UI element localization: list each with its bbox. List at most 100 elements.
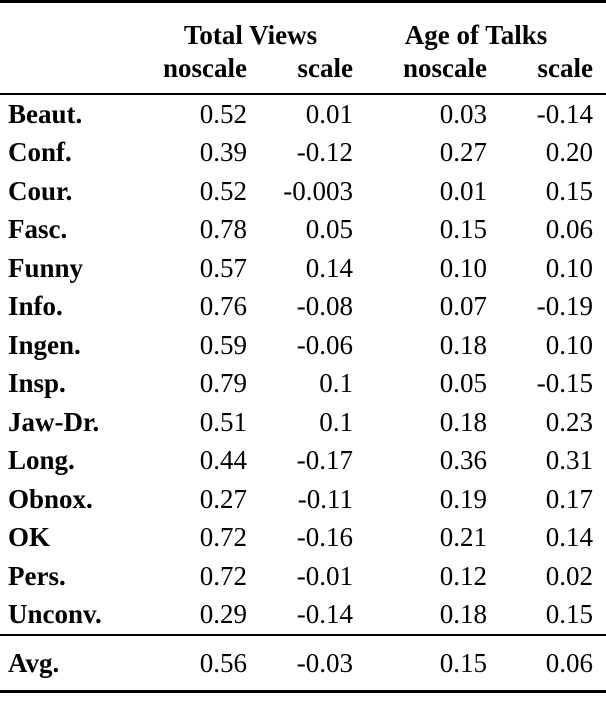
value-total-views-noscale: 0.27	[199, 483, 247, 514]
value-total-views-noscale: 0.52	[199, 175, 247, 206]
value-total-views-noscale: 0.57	[199, 252, 247, 283]
avg-value-age-of-talks-noscale: 0.15	[366, 634, 500, 692]
value-total-views-scale: -0.17	[296, 445, 353, 476]
row-label: Ingen.	[8, 329, 81, 360]
value-total-views-scale: -0.14	[296, 599, 353, 630]
average-row: Avg. 0.56 -0.03 0.15 0.06	[0, 634, 606, 692]
value-total-views-scale: -0.16	[296, 522, 353, 553]
value-age-of-talks-scale: 0.23	[545, 406, 594, 437]
avg-value-total-views-scale: -0.03	[260, 634, 366, 692]
value-total-views-noscale: 0.72	[199, 522, 247, 553]
value-total-views-noscale: 0.76	[199, 291, 247, 322]
row-label: Insp.	[8, 368, 66, 399]
value-age-of-talks-noscale: 0.19	[439, 483, 487, 514]
row-label: OK	[8, 522, 51, 553]
value-total-views-scale: 0.1	[319, 368, 353, 399]
paper-table-figure: Total Views Age of Talks noscale scale n…	[0, 0, 606, 693]
sub-header-row: noscale scale noscale scale	[0, 51, 606, 95]
value-age-of-talks-scale: 0.15	[545, 175, 594, 206]
row-label: Beaut.	[8, 98, 83, 129]
table-body: Beaut. 0.52 0.01 0.03 -0.14 Conf. 0.39 -…	[0, 94, 606, 635]
value-age-of-talks-noscale: 0.18	[439, 329, 487, 360]
column-group-age-of-talks: Age of Talks	[404, 20, 548, 50]
value-total-views-scale: -0.06	[296, 329, 353, 360]
row-label: Jaw-Dr.	[8, 406, 100, 437]
value-age-of-talks-noscale: 0.27	[439, 137, 487, 168]
avg-value-age-of-talks-scale: 0.06	[500, 634, 606, 692]
value-age-of-talks-scale: 0.20	[545, 137, 594, 168]
value-total-views-noscale: 0.59	[199, 329, 247, 360]
value-age-of-talks-scale: -0.14	[536, 98, 594, 129]
value-total-views-noscale: 0.78	[199, 214, 247, 245]
row-label: Conf.	[8, 137, 72, 168]
table-row: OK 0.72 -0.16 0.21 0.14	[0, 519, 606, 558]
table-row: Conf. 0.39 -0.12 0.27 0.20	[0, 134, 606, 173]
row-label: Funny	[8, 252, 84, 283]
value-age-of-talks-noscale: 0.15	[439, 214, 487, 245]
value-total-views-noscale: 0.52	[199, 98, 247, 129]
value-age-of-talks-noscale: 0.05	[439, 368, 487, 399]
table-row: Info. 0.76 -0.08 0.07 -0.19	[0, 288, 606, 327]
sub-header-total-views-scale: scale	[260, 51, 366, 95]
value-total-views-noscale: 0.39	[199, 137, 247, 168]
header-corner-cell	[0, 2, 155, 52]
table-row: Insp. 0.79 0.1 0.05 -0.15	[0, 365, 606, 404]
value-age-of-talks-scale: 0.14	[545, 522, 594, 553]
value-age-of-talks-noscale: 0.21	[439, 522, 487, 553]
row-label: Obnox.	[8, 483, 93, 514]
value-age-of-talks-noscale: 0.18	[439, 599, 487, 630]
value-total-views-noscale: 0.51	[199, 406, 247, 437]
value-total-views-scale: -0.01	[296, 560, 353, 591]
table-row: Jaw-Dr. 0.51 0.1 0.18 0.23	[0, 403, 606, 442]
value-total-views-scale: -0.12	[296, 137, 353, 168]
table-header: Total Views Age of Talks noscale scale n…	[0, 2, 606, 95]
table-row: Unconv. 0.29 -0.14 0.18 0.15	[0, 596, 606, 636]
value-total-views-noscale: 0.29	[199, 599, 247, 630]
header-corner-cell	[0, 51, 155, 95]
value-age-of-talks-scale: 0.15	[545, 599, 594, 630]
table-row: Long. 0.44 -0.17 0.36 0.31	[0, 442, 606, 481]
table-footer: Avg. 0.56 -0.03 0.15 0.06	[0, 634, 606, 692]
table-row: Obnox. 0.27 -0.11 0.19 0.17	[0, 480, 606, 519]
row-label: Cour.	[8, 175, 73, 206]
value-total-views-noscale: 0.72	[199, 560, 247, 591]
value-total-views-scale: -0.003	[283, 175, 353, 206]
value-age-of-talks-noscale: 0.10	[439, 252, 487, 283]
value-total-views-noscale: 0.79	[199, 368, 247, 399]
column-group-total-views: Total Views	[183, 20, 318, 50]
sub-header-total-views-noscale: noscale	[155, 51, 260, 95]
table-row: Beaut. 0.52 0.01 0.03 -0.14	[0, 94, 606, 134]
correlation-table: Total Views Age of Talks noscale scale n…	[0, 0, 606, 693]
value-total-views-scale: -0.08	[296, 291, 353, 322]
sub-header-age-of-talks-noscale: noscale	[366, 51, 500, 95]
value-age-of-talks-scale: 0.17	[545, 483, 594, 514]
value-total-views-scale: 0.05	[305, 214, 353, 245]
row-label-avg: Avg.	[0, 634, 155, 692]
value-age-of-talks-scale: -0.19	[536, 291, 594, 322]
sub-header-age-of-talks-scale: scale	[500, 51, 606, 95]
value-age-of-talks-noscale: 0.18	[439, 406, 487, 437]
value-age-of-talks-scale: 0.10	[545, 329, 594, 360]
value-age-of-talks-noscale: 0.36	[439, 445, 487, 476]
value-age-of-talks-noscale: 0.03	[439, 98, 487, 129]
row-label: Fasc.	[8, 214, 68, 245]
value-age-of-talks-noscale: 0.07	[439, 291, 487, 322]
value-age-of-talks-scale: 0.31	[545, 445, 594, 476]
value-age-of-talks-scale: 0.06	[545, 214, 594, 245]
row-label: Pers.	[8, 560, 66, 591]
table-row: Fasc. 0.78 0.05 0.15 0.06	[0, 211, 606, 250]
value-age-of-talks-scale: 0.10	[545, 252, 594, 283]
value-age-of-talks-noscale: 0.01	[439, 175, 487, 206]
table-row: Cour. 0.52 -0.003 0.01 0.15	[0, 172, 606, 211]
value-total-views-scale: 0.14	[305, 252, 353, 283]
table-row: Pers. 0.72 -0.01 0.12 0.02	[0, 557, 606, 596]
group-header-row: Total Views Age of Talks	[0, 2, 606, 52]
row-label: Long.	[8, 445, 75, 476]
row-label: Info.	[8, 291, 63, 322]
row-label: Unconv.	[8, 599, 102, 630]
value-total-views-scale: 0.1	[319, 406, 353, 437]
table-row: Funny 0.57 0.14 0.10 0.10	[0, 249, 606, 288]
table-row: Ingen. 0.59 -0.06 0.18 0.10	[0, 326, 606, 365]
value-age-of-talks-scale: -0.15	[536, 368, 594, 399]
avg-value-total-views-noscale: 0.56	[155, 634, 260, 692]
